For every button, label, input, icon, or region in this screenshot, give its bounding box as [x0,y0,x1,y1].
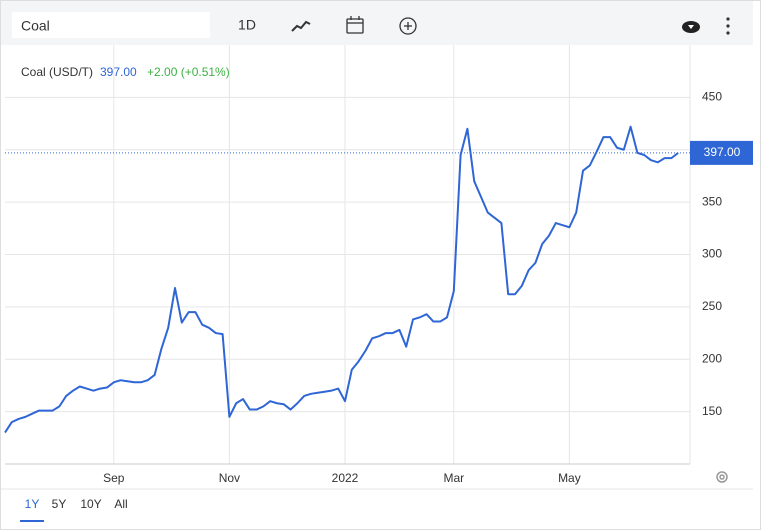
search-box[interactable] [12,12,210,38]
range-button[interactable]: 1Y [25,497,40,511]
calendar-icon[interactable] [346,16,364,34]
interval-button[interactable]: 1D [238,17,256,33]
range-button[interactable]: 10Y [80,497,101,511]
add-icon[interactable] [399,17,417,35]
y-tick-label: 150 [702,404,722,418]
chart-title: Coal (USD/T) [21,65,93,79]
last-price-label: 397.00 [704,145,741,159]
x-tick-label: May [558,471,581,485]
y-tick-label: 200 [702,351,722,365]
range-underline [20,520,44,522]
x-tick-label: Sep [103,471,125,485]
settings-icon[interactable] [716,471,728,483]
last-price-box [690,140,753,165]
download-icon[interactable] [682,21,700,33]
menu-icon[interactable] [726,17,730,35]
search-text[interactable]: Coal [21,18,50,34]
y-tick-label: 300 [702,247,722,261]
x-tick-label: Mar [443,471,464,485]
chart-type-icon[interactable] [291,20,311,32]
range-button[interactable]: All [114,497,127,511]
y-tick-label: 250 [702,299,722,313]
y-tick-label: 450 [702,90,722,104]
y-tick-label: 350 [702,194,722,208]
header-change: +2.00 (+0.51%) [147,65,230,79]
price-line [4,125,679,434]
range-button[interactable]: 5Y [52,497,67,511]
x-tick-label: Nov [219,471,240,485]
header-price: 397.00 [100,65,137,79]
x-tick-label: 2022 [332,471,359,485]
